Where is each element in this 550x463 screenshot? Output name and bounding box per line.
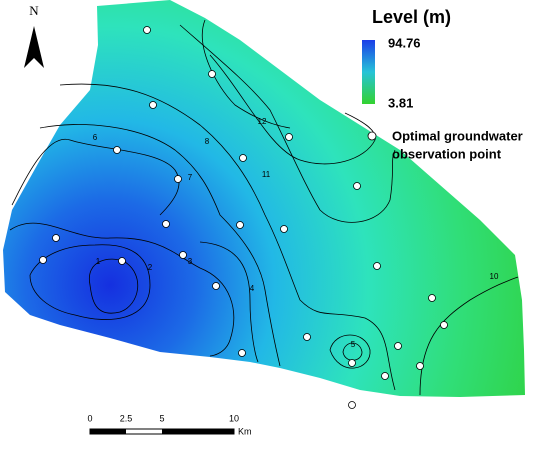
contour-label: 10 [490,272,499,281]
contour-label: 8 [205,137,210,146]
legend: Level (m) 94.76 3.81 Optimal groundwater… [362,7,523,161]
contour-label: 4 [250,284,255,293]
contour-label: 5 [351,340,356,349]
legend-point-label: Optimal groundwater [392,128,523,143]
legend-point-label: observation point [392,146,502,161]
contour-label: 11 [262,170,271,179]
legend-min: 3.81 [388,95,413,110]
contour-label: 7 [188,173,193,182]
contour-label: 2 [148,263,153,272]
color-ramp [362,40,375,104]
scale-label: 0 [87,413,92,423]
study-area [3,0,525,397]
contours [9,19,519,396]
observation-points [39,26,448,409]
scale-unit: Km [238,426,252,436]
contour-label: 3 [188,257,193,266]
scale-label: 5 [159,413,164,423]
contour-label: 6 [93,133,98,142]
north-label: N [29,3,39,18]
scale-label: 2.5 [120,413,133,423]
contour-label: 1 [96,257,101,266]
north-arrow: N [24,3,44,68]
legend-max: 94.76 [388,35,421,50]
scale-label: 10 [229,413,239,423]
legend-title: Level (m) [372,7,451,27]
contour-label: 12 [258,117,267,126]
scale-bar: 0 2.5 5 10 Km [87,413,251,436]
